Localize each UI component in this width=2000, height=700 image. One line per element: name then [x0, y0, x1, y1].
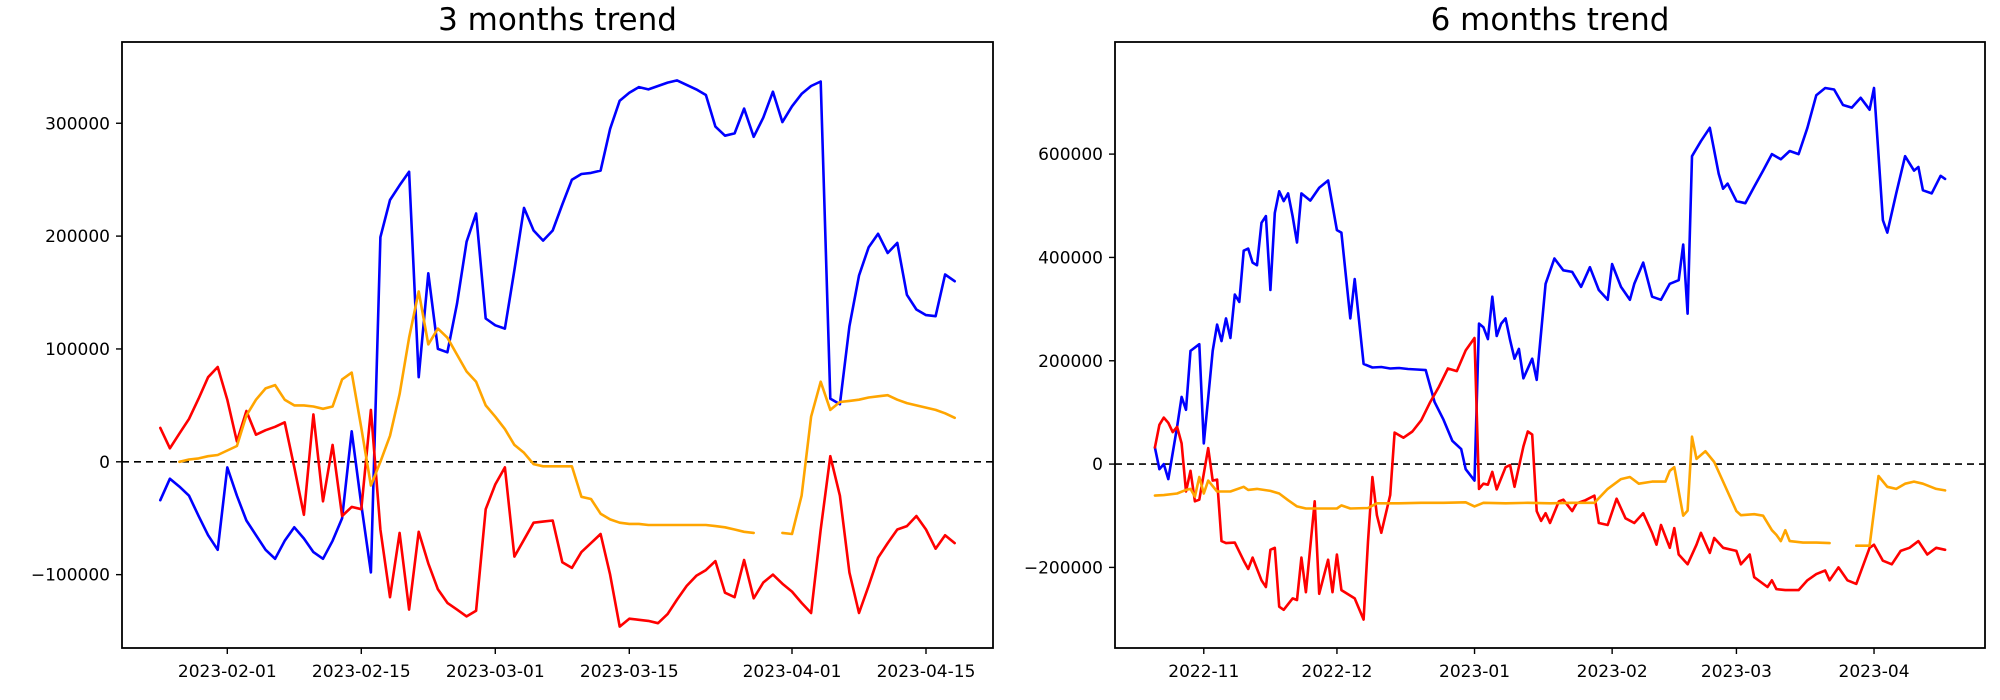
chart-title-3-months: 3 months trend [438, 2, 677, 38]
series-line-blue [1153, 86, 1947, 482]
x-tick-label: 2023-02-01 [178, 662, 277, 682]
y-tick-label: 200000 [45, 227, 110, 247]
x-tick-label: 2023-03 [1701, 662, 1772, 682]
x-tick-label: 2023-04-01 [743, 662, 842, 682]
y-tick-label: −200000 [1024, 558, 1103, 578]
series-line-red [159, 365, 956, 628]
plot-border [1114, 41, 1986, 649]
x-tick-label: 2022-12 [1301, 662, 1372, 682]
y-tick-label: 400000 [1038, 248, 1103, 268]
x-tick-label: 2023-02 [1577, 662, 1648, 682]
y-tick-label: −100000 [31, 566, 110, 586]
x-tick-label: 2023-02-15 [312, 662, 411, 682]
x-tick-label: 2023-03-01 [446, 662, 545, 682]
x-tick-label: 2023-04 [1839, 662, 1910, 682]
plot-border [121, 41, 994, 649]
x-tick-label: 2023-04-15 [877, 662, 976, 682]
x-tick-label: 2023-03-15 [580, 662, 679, 682]
y-tick-label: 0 [99, 453, 110, 473]
y-tick-label: 300000 [45, 114, 110, 134]
x-tick-label: 2023-01 [1439, 662, 1510, 682]
y-tick-label: 200000 [1038, 352, 1103, 372]
y-tick-label: 600000 [1038, 145, 1103, 165]
series-line-orange [178, 290, 956, 536]
y-tick-label: 0 [1092, 455, 1103, 475]
series-line-orange [1153, 435, 1947, 547]
series-line-red [1153, 336, 1947, 621]
y-tick-label: 100000 [45, 340, 110, 360]
chart-title-6-months: 6 months trend [1430, 2, 1670, 38]
chart-3-months-trend: 2023-02-01 2023-02-15 2023-03-01 2023-03-15… [31, 41, 994, 682]
series-line-blue [159, 79, 956, 574]
x-tick-label: 2022-11 [1168, 662, 1239, 682]
chart-6-months-trend: 2022-11 2022-12 2023-01 2023-02 2023-03 2023-… [1024, 41, 1986, 682]
